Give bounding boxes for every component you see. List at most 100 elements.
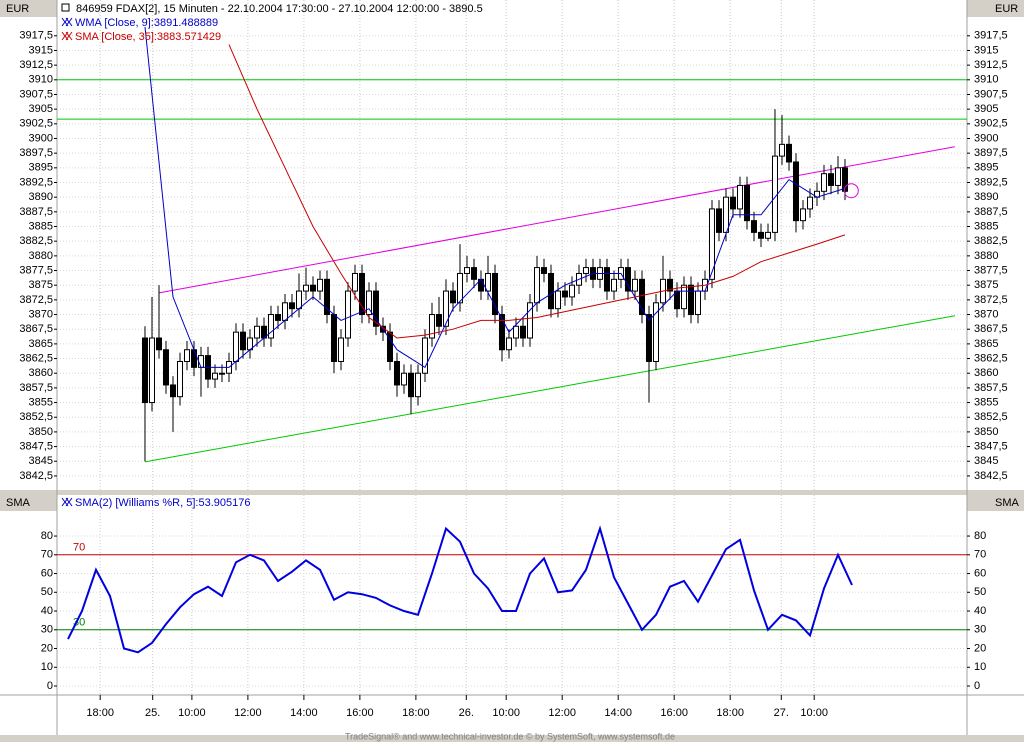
y-tick-label: 80 [41,530,53,542]
candle-body [505,337,512,351]
y-tick-label: 3847,5 [19,440,53,452]
axis-unit-box [0,495,57,511]
y-tick-label: 3907,5 [19,88,53,100]
indicator-icon [61,497,73,507]
candle-body [267,314,274,339]
y-tick-label: 3860 [974,367,998,379]
candle-body [582,267,589,274]
y-tick-label: 3912,5 [19,59,53,71]
series-line [144,26,846,369]
x-tick-label: 10:00 [800,707,828,719]
legend-entry: SMA [Close, 35]:3883.571429 [75,31,221,43]
y-tick-label: 3845 [29,455,53,467]
candle-body [316,278,323,292]
y-tick-label: 3872,5 [974,294,1008,306]
y-tick-label: 3857,5 [974,382,1008,394]
candle-body [323,278,330,316]
y-tick-label: 10 [41,661,53,673]
y-tick-label: 3860 [29,367,53,379]
y-tick-label: 3850 [29,426,53,438]
candle-body [484,272,491,292]
y-tick-label: 3882,5 [974,235,1008,247]
y-tick-label: 3877,5 [19,264,53,276]
x-tick-label: 10:00 [492,707,520,719]
y-tick-label: 3890 [974,191,998,203]
y-tick-label: 3900 [29,132,53,144]
y-tick-label: 30 [974,624,986,636]
candle-body [330,314,337,362]
candle-body [407,372,414,398]
candle-body [400,372,407,386]
indicator-pane [0,495,1024,735]
candle-body [778,143,785,157]
y-tick-label: 3852,5 [19,411,53,423]
x-tick-label: 25. [145,707,160,719]
y-tick-label: 3902,5 [974,118,1008,130]
axes: 3842,5 3842,5 3845 3845 3847,5 3847,5 3850 3850… [19,30,1007,719]
x-tick-label: 14:00 [290,707,318,719]
y-tick-label: 3875 [974,279,998,291]
axis-unit-box [967,495,1024,511]
candle-body [386,331,393,362]
candle-body [442,290,449,327]
candle-body [673,290,680,310]
y-tick-label: 3847,5 [974,440,1008,452]
candle-body [253,325,260,339]
y-tick-label: 3850 [974,426,998,438]
y-tick-label: 3880 [29,250,53,262]
y-tick-label: 3897,5 [19,147,53,159]
y-tick-label: 3855 [974,396,998,408]
candle-body [169,384,176,398]
candle-body [435,314,442,327]
indicator-plot: 70 30 [57,495,967,695]
price-plot [57,0,967,490]
legend-entry: SMA(2) [Williams %R, 5]:53.905176 [75,497,250,509]
y-tick-label: 3857,5 [19,382,53,394]
x-tick-label: 12:00 [234,707,262,719]
y-tick-label: 3912,5 [974,59,1008,71]
candle-body [561,290,568,298]
y-tick-label: 70 [974,549,986,561]
candle-body [547,272,554,310]
y-tick-label: 70 [41,549,53,561]
candle-body [624,267,631,292]
candle-body [197,355,204,368]
y-axis-unit: EUR [995,3,1018,15]
y-tick-label: 3882,5 [19,235,53,247]
y-tick-label: 3895 [29,162,53,174]
candle-body [211,372,218,380]
candle-body [827,173,834,186]
y-tick-label: 3895 [974,162,998,174]
candle-body [680,284,687,310]
marker [843,183,859,199]
candle-body [421,337,428,374]
candle-body [358,272,365,316]
candle-body [743,184,750,222]
y-tick-label: 3890 [29,191,53,203]
y-tick-label: 3897,5 [974,147,1008,159]
x-tick-label: 27. [774,707,789,719]
y-tick-label: 30 [41,624,53,636]
y-tick-label: 3902,5 [19,118,53,130]
candle-body [729,196,736,210]
y-tick-label: 3910 [29,74,53,86]
candle-body [820,173,827,192]
candle-body [274,314,281,321]
candle-body [344,290,351,339]
indicator-icon [61,17,73,27]
candle-body [414,372,421,398]
candle-body [288,302,295,310]
y-tick-label: 3870 [29,308,53,320]
x-tick-label: 12:00 [548,707,576,719]
y-axis-unit: SMA [995,497,1020,509]
y-axis-unit: SMA [6,497,31,509]
candle-body [806,196,813,210]
y-tick-label: 0 [47,680,53,692]
candle-body [834,167,841,186]
y-tick-label: 20 [41,642,53,654]
y-axis-unit: EUR [6,3,29,15]
axis-unit-box [0,0,57,17]
y-tick-label: 50 [974,586,986,598]
